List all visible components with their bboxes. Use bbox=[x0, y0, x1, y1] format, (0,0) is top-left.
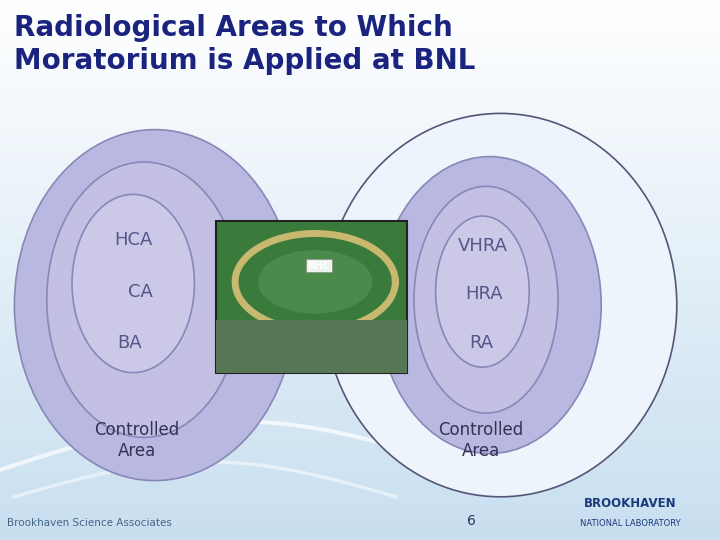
Text: Radiological Areas to Which
Moratorium is Applied at BNL: Radiological Areas to Which Moratorium i… bbox=[14, 14, 476, 75]
Ellipse shape bbox=[378, 157, 601, 454]
Ellipse shape bbox=[324, 113, 677, 497]
Ellipse shape bbox=[72, 194, 194, 373]
Ellipse shape bbox=[258, 250, 372, 314]
Text: BA: BA bbox=[117, 334, 142, 352]
Text: Controlled
Area: Controlled Area bbox=[438, 421, 523, 460]
Bar bbox=[216, 221, 407, 373]
Text: CA: CA bbox=[128, 282, 153, 301]
Text: NATIONAL LABORATORY: NATIONAL LABORATORY bbox=[580, 519, 680, 528]
Ellipse shape bbox=[47, 162, 241, 437]
Ellipse shape bbox=[414, 186, 558, 413]
Text: RA: RA bbox=[469, 334, 493, 352]
Text: 6: 6 bbox=[467, 514, 476, 528]
Bar bbox=[216, 320, 407, 373]
Text: HRA: HRA bbox=[466, 285, 503, 303]
Ellipse shape bbox=[14, 130, 295, 481]
Text: Controlled
Area: Controlled Area bbox=[94, 421, 179, 460]
Ellipse shape bbox=[436, 216, 529, 367]
Text: HCA: HCA bbox=[114, 231, 153, 249]
Text: RHC: RHC bbox=[307, 261, 330, 271]
Text: Brookhaven Science Associates: Brookhaven Science Associates bbox=[7, 518, 172, 528]
Text: VHRA: VHRA bbox=[457, 237, 508, 255]
Text: BROOKHAVEN: BROOKHAVEN bbox=[584, 497, 676, 510]
